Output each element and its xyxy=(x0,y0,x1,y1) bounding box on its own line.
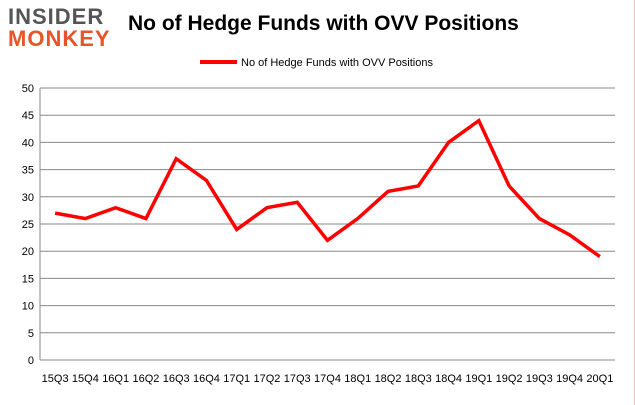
legend: No of Hedge Funds with OVV Positions xyxy=(200,57,433,69)
x-tick-label: 17Q1 xyxy=(223,373,250,385)
insider-monkey-logo: INSIDER MONKEY xyxy=(8,6,118,50)
legend-label: No of Hedge Funds with OVV Positions xyxy=(241,57,433,69)
logo-line2: MONKEY xyxy=(8,26,111,51)
x-tick-label: 18Q2 xyxy=(375,373,402,385)
chart-title: No of Hedge Funds with OVV Positions xyxy=(128,12,519,35)
logo-line1: INSIDER xyxy=(8,4,105,29)
x-tick-label: 16Q1 xyxy=(102,373,129,385)
y-tick-label: 20 xyxy=(22,246,34,258)
x-tick-label: 19Q1 xyxy=(465,373,492,385)
x-tick-label: 19Q2 xyxy=(496,373,523,385)
x-tick-label: 17Q3 xyxy=(284,373,311,385)
y-tick-label: 25 xyxy=(22,219,34,231)
x-tick-label: 17Q2 xyxy=(254,373,281,385)
x-tick-label: 15Q3 xyxy=(42,373,69,385)
y-tick-label: 35 xyxy=(22,165,34,177)
y-tick-label: 15 xyxy=(22,273,34,285)
y-tick-label: 0 xyxy=(28,355,34,367)
y-tick-label: 50 xyxy=(22,83,34,95)
x-tick-label: 16Q2 xyxy=(132,373,159,385)
series-line xyxy=(54,117,601,259)
y-tick-label: 45 xyxy=(22,110,34,122)
x-tick-label: 19Q3 xyxy=(526,373,553,385)
x-tick-label: 15Q4 xyxy=(72,373,99,385)
y-tick-label: 30 xyxy=(22,192,34,204)
x-tick-label: 20Q1 xyxy=(586,373,613,385)
x-tick-label: 16Q3 xyxy=(163,373,190,385)
x-tick-label: 18Q1 xyxy=(344,373,371,385)
y-tick-label: 10 xyxy=(22,301,34,313)
x-tick-label: 19Q4 xyxy=(556,373,583,385)
x-tick-label: 18Q3 xyxy=(405,373,432,385)
y-tick-label: 40 xyxy=(22,137,34,149)
y-tick-label: 5 xyxy=(28,328,34,340)
x-tick-label: 17Q4 xyxy=(314,373,341,385)
x-tick-label: 16Q4 xyxy=(193,373,220,385)
x-tick-label: 18Q4 xyxy=(435,373,462,385)
